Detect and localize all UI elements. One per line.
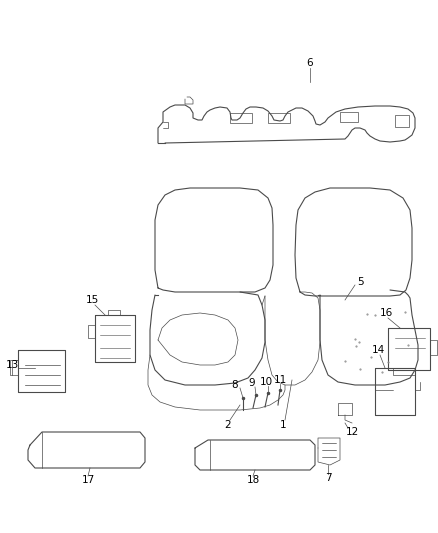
Text: 15: 15 [85, 295, 99, 305]
Text: 14: 14 [371, 345, 385, 355]
Text: 11: 11 [273, 375, 286, 385]
Bar [340, 112, 358, 122]
Text: 18: 18 [246, 475, 260, 485]
Text: 7: 7 [325, 473, 331, 483]
Bar [268, 113, 290, 123]
Text: 2: 2 [225, 420, 231, 430]
Bar [230, 113, 252, 123]
Text: 9: 9 [249, 378, 255, 388]
Bar [395, 115, 409, 127]
Text: 16: 16 [379, 308, 392, 318]
Text: 12: 12 [346, 427, 359, 437]
Text: 5: 5 [357, 277, 363, 287]
Text: 10: 10 [259, 377, 272, 387]
Text: 13: 13 [5, 360, 19, 370]
Text: 8: 8 [232, 380, 238, 390]
Text: 17: 17 [81, 475, 95, 485]
Text: 6: 6 [307, 58, 313, 68]
Text: 1: 1 [280, 420, 286, 430]
